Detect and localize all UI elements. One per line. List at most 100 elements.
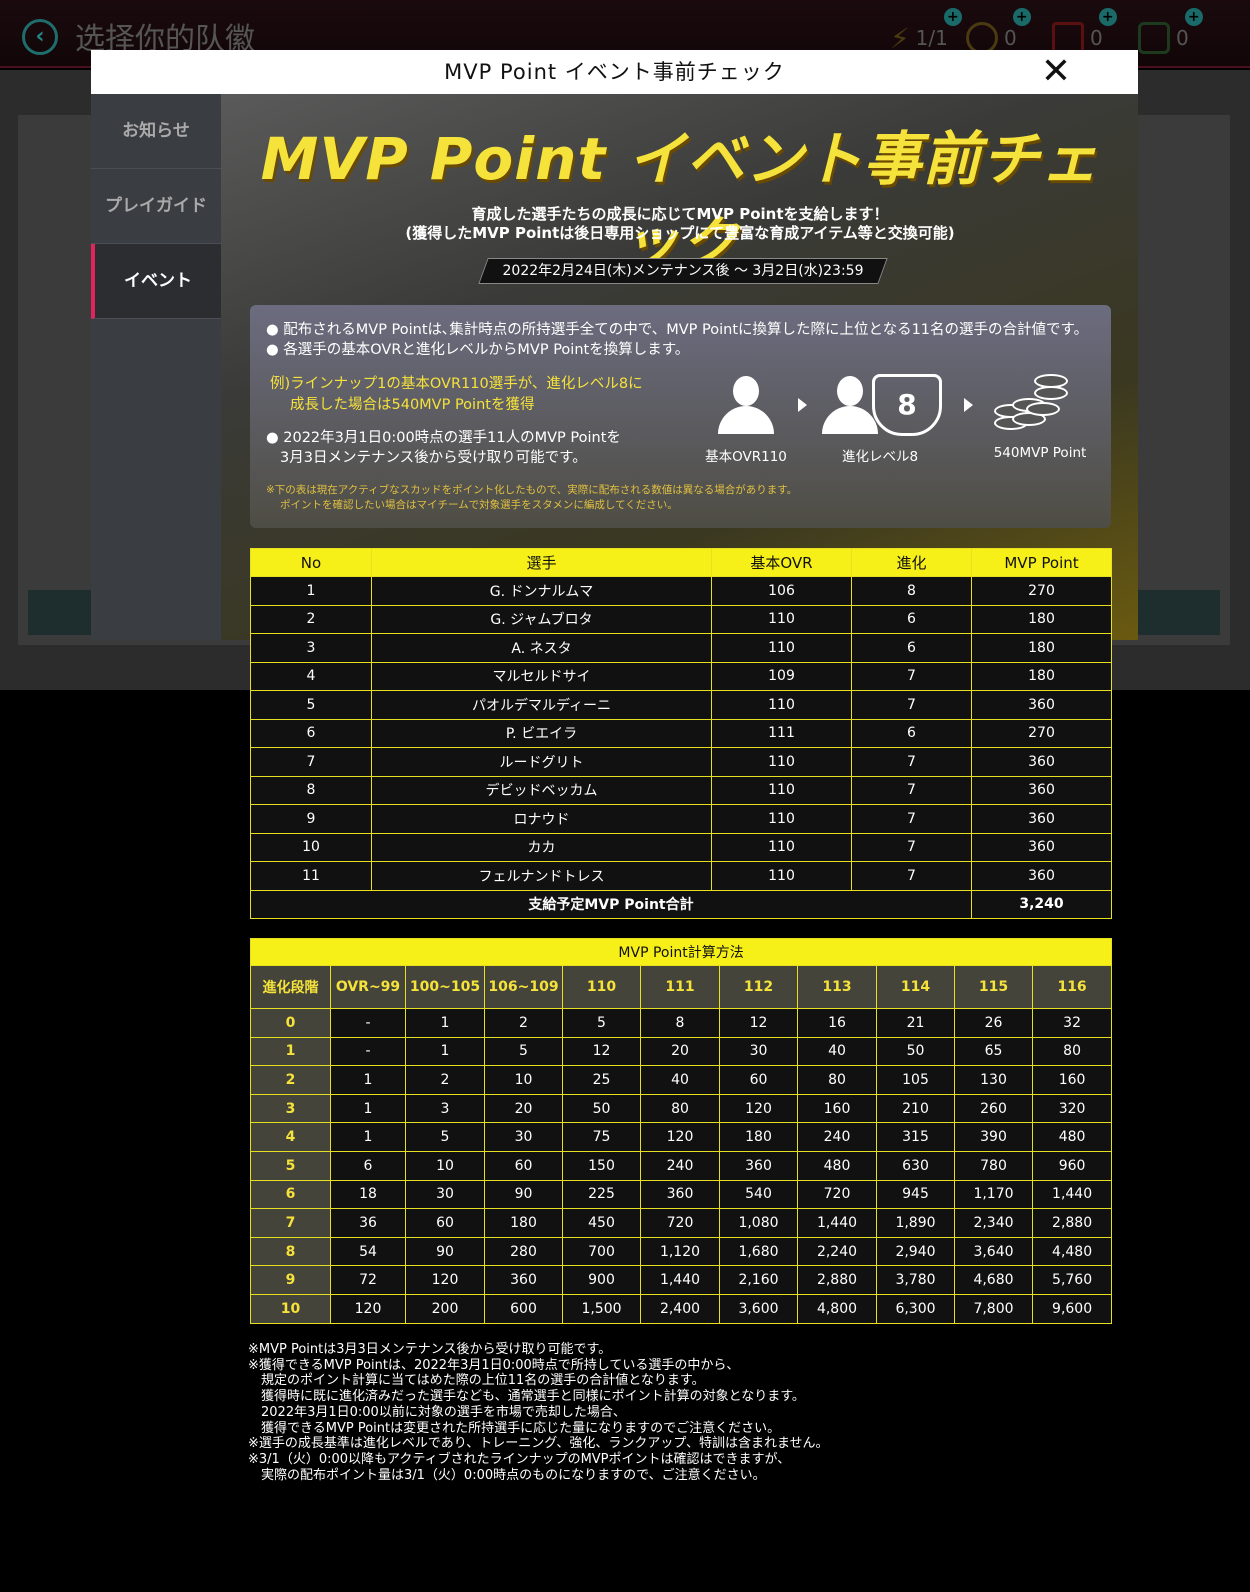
- add-gems-button[interactable]: +: [1098, 8, 1117, 26]
- table-cell: 360: [640, 1179, 720, 1210]
- table-cell: マルセルドサイ: [371, 661, 712, 691]
- table-cell: 50: [876, 1036, 955, 1067]
- table-cell: 109: [711, 661, 852, 691]
- table-header-row: 進化段階 OVR~99 100~105 106~109 110 111 112 113 114 1…: [250, 965, 1113, 1009]
- table-cell: 180: [971, 661, 1112, 691]
- column-header: 112: [719, 965, 798, 1009]
- table-cell: 40: [640, 1065, 720, 1095]
- add-coins-button[interactable]: +: [1012, 8, 1031, 26]
- calc-method-table: MVP Point計算方法 進化段階 OVR~99 100~105 106~109 110…: [249, 938, 1113, 1324]
- table-cell: 80: [1031, 1036, 1113, 1067]
- arrow-right-icon: [798, 398, 807, 412]
- table-cell: 120: [330, 1293, 406, 1324]
- table-cell: 60: [484, 1150, 563, 1181]
- footnote-line: 2022年3月1日0:00以前に対象の選手を市場で売却した場合、: [248, 1404, 626, 1420]
- table-cell: 180: [484, 1208, 563, 1238]
- close-icon[interactable]: ✕: [1040, 51, 1072, 92]
- table-cell: 480: [797, 1150, 877, 1181]
- table-row: 1-1 5 12 20 30 40 50 65 80: [250, 1036, 1113, 1067]
- arrow-right-icon: [964, 398, 973, 412]
- table-cell: デビッドベッカム: [371, 775, 712, 805]
- table-cell: 2: [250, 604, 372, 634]
- table-cell: -: [330, 1008, 406, 1038]
- table-cell: 390: [954, 1122, 1033, 1152]
- table-cell: 7: [851, 775, 972, 805]
- table-cell: 10: [250, 832, 372, 862]
- info-bullet: ● 配布されるMVP Pointは､集計時点の所持選手全ての中で、MVP Poi…: [266, 322, 1089, 338]
- sidebar-item-event[interactable]: イベント: [91, 244, 221, 319]
- table-cell: 5: [484, 1036, 563, 1067]
- table-row: 2 G. ジャムブロタ 110 6 180: [250, 604, 1112, 634]
- footnote-line: 獲得時に既に進化済みだった選手なども、通常選手と同様にポイント計算の対象となりま…: [248, 1389, 805, 1405]
- back-button[interactable]: ‹: [22, 19, 58, 55]
- table-cell: G. ジャムブロタ: [371, 604, 712, 634]
- table-cell: 30: [405, 1179, 485, 1210]
- table-cell: 18: [330, 1179, 406, 1210]
- table-row: 7 ルードグリト 110 7 360: [250, 747, 1112, 777]
- table-cell: 110: [711, 604, 852, 634]
- table-cell: 540: [719, 1179, 798, 1210]
- table-row: 1 G. ドンナルムマ 106 8 270: [250, 576, 1112, 606]
- add-fc-button[interactable]: +: [1184, 8, 1203, 26]
- fc-point-icon: [1138, 22, 1170, 54]
- event-period: 2022年2月24日(木)メンテナンス後 〜 3月2日(水)23:59: [502, 263, 864, 279]
- table-cell: 320: [1031, 1093, 1113, 1124]
- table-cell: 225: [562, 1179, 641, 1210]
- table-cell: 1,890: [876, 1208, 955, 1238]
- table-cell: 1: [330, 1093, 406, 1124]
- table-cell: 110: [711, 747, 852, 777]
- table-cell: 4,680: [954, 1265, 1033, 1295]
- table-cell: 110: [711, 690, 852, 720]
- table-cell: 111: [711, 718, 852, 748]
- table-cell: 90: [405, 1236, 485, 1267]
- table-cell: 360: [971, 832, 1112, 862]
- table-cell: 1,440: [797, 1208, 877, 1238]
- table-cell: 3,600: [719, 1293, 798, 1324]
- add-energy-button[interactable]: +: [943, 8, 962, 26]
- table-row: 5 6 10 60 150 240 360 480 630 780 960: [250, 1150, 1113, 1181]
- table-row: 6 P. ビエイラ 111 6 270: [250, 718, 1112, 748]
- table-row: 10 カカ 110 7 360: [250, 832, 1112, 862]
- table-cell: 1,680: [719, 1236, 798, 1267]
- table-cell: 1,170: [954, 1179, 1033, 1210]
- table-cell: 21: [876, 1008, 955, 1038]
- table-cell: 110: [711, 832, 852, 862]
- table-cell: 6: [851, 604, 972, 634]
- evolution-level-cell: 10: [250, 1293, 331, 1324]
- table-cell: 2: [405, 1065, 485, 1095]
- evolution-level-badge-icon: 8: [872, 374, 942, 436]
- table-cell: P. ビエイラ: [371, 718, 712, 748]
- table-cell: 200: [405, 1293, 485, 1324]
- info-box: ● 配布されるMVP Pointは､集計時点の所持選手全ての中で、MVP Poi…: [250, 305, 1111, 528]
- table-cell: 1,080: [719, 1208, 798, 1238]
- column-header: 進化: [851, 548, 972, 577]
- column-header: 111: [640, 965, 720, 1009]
- table-cell: 65: [954, 1036, 1033, 1067]
- table-cell: 360: [971, 775, 1112, 805]
- column-header: 113: [797, 965, 877, 1009]
- table-cell: 630: [876, 1150, 955, 1181]
- table-row: 0-1 2 5 8 12 16 21 26 32: [250, 1008, 1113, 1038]
- banner-subtitle: 育成した選手たちの成長に応じてMVP Pointを支給します！: [471, 205, 889, 223]
- table-row: 7 36 60 180 450 720 1,080 1,440 1,890 2,340 2,880: [250, 1208, 1113, 1238]
- footnote-line: ※MVP Pointは3月3日メンテナンス後から受け取り可能です。: [248, 1342, 612, 1357]
- table-row: 3 A. ネスタ 110 6 180: [250, 633, 1112, 663]
- info-bullet: 3月3日メンテナンス後から受け取り可能です。: [280, 450, 587, 466]
- table-cell: 80: [797, 1065, 877, 1095]
- table-cell: 80: [640, 1093, 720, 1124]
- table-cell: 1: [405, 1036, 485, 1067]
- sidebar-item-notice[interactable]: お知らせ: [91, 94, 221, 169]
- column-header: 114: [876, 965, 955, 1009]
- table-cell: 210: [876, 1093, 955, 1124]
- banner-subtitle-note: (獲得したMVP Pointは後日専用ショップにて豊富な育成アイテム等と交換可能…: [405, 224, 955, 242]
- sidebar-item-play-guide[interactable]: プレイガイド: [91, 169, 221, 244]
- evolution-level-cell: 9: [250, 1265, 331, 1295]
- column-header: 選手: [371, 548, 712, 577]
- modal-title: MVP Point イベント事前チェック: [444, 60, 785, 84]
- table-cell: 360: [971, 690, 1112, 720]
- table-cell: 6: [851, 633, 972, 663]
- table-cell: 6: [851, 718, 972, 748]
- diagram-caption: 基本OVR110: [705, 449, 787, 465]
- table-cell: 180: [971, 604, 1112, 634]
- evolution-level-cell: 5: [250, 1150, 331, 1181]
